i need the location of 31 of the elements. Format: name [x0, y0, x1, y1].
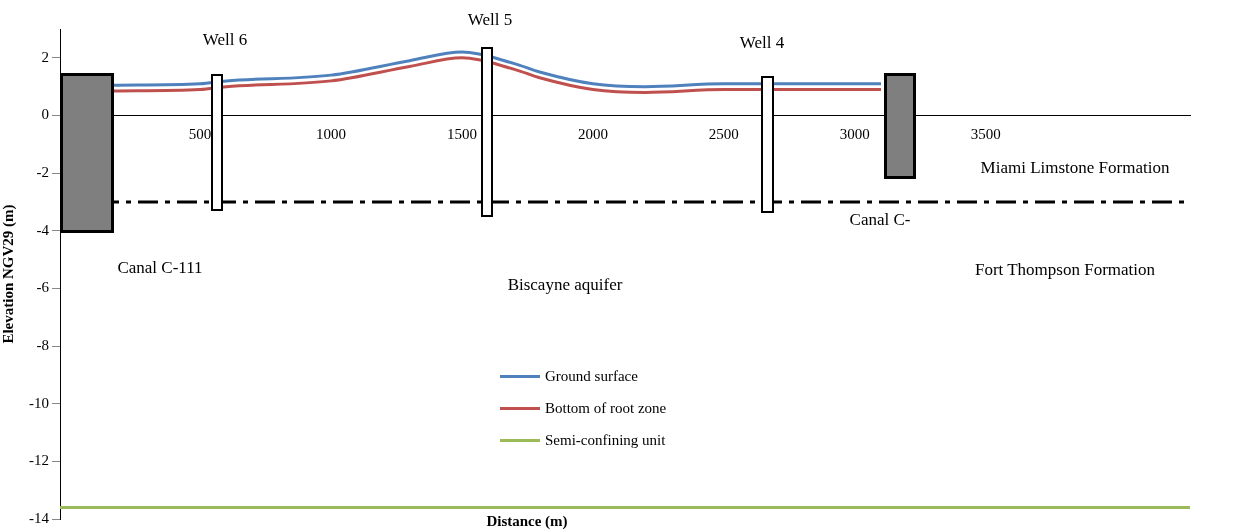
line-series [111, 56, 883, 94]
x-tick-label: 1500 [446, 126, 477, 143]
x-tick-label: 2000 [577, 126, 608, 143]
x-tick-label: 3500 [970, 126, 1001, 143]
annotation: Canal C-111 [117, 258, 203, 278]
y-tick-label: -14 [29, 509, 50, 526]
annotation: Well 4 [739, 33, 785, 53]
y-tick-label: 0 [41, 106, 49, 123]
legend-label: Ground surface [545, 367, 638, 385]
y-tick-label: -8 [36, 337, 49, 353]
y-axis-title: Elevation NGV29 (m) [0, 204, 17, 344]
line-series [111, 50, 883, 89]
y-tick-label: -10 [29, 394, 49, 411]
annotation: Miami Limstone Formation [980, 158, 1170, 178]
annotation: Well 5 [467, 10, 513, 30]
y-tick-label: 2 [41, 48, 49, 65]
y-tick-label: -6 [36, 279, 50, 296]
x-tick-label: 3000 [839, 126, 870, 143]
annotation: Fort Thompson Formation [974, 260, 1156, 280]
y-tick-label: -2 [36, 164, 49, 181]
x-axis-title: Distance (m) [486, 512, 568, 530]
legend-label: Semi-confining unit [545, 431, 666, 449]
x-tick-label: 1000 [316, 126, 347, 143]
x-tick-label: 2500 [708, 126, 739, 143]
y-tick-label: -12 [29, 452, 49, 469]
annotation: Well 6 [202, 30, 248, 50]
x-tick-label: 500 [188, 126, 212, 143]
annotation: Canal C- [849, 210, 911, 230]
annotation: Biscayne aquifer [507, 275, 623, 295]
legend-label: Bottom of root zone [545, 399, 667, 417]
y-tick-label: -4 [36, 221, 50, 238]
